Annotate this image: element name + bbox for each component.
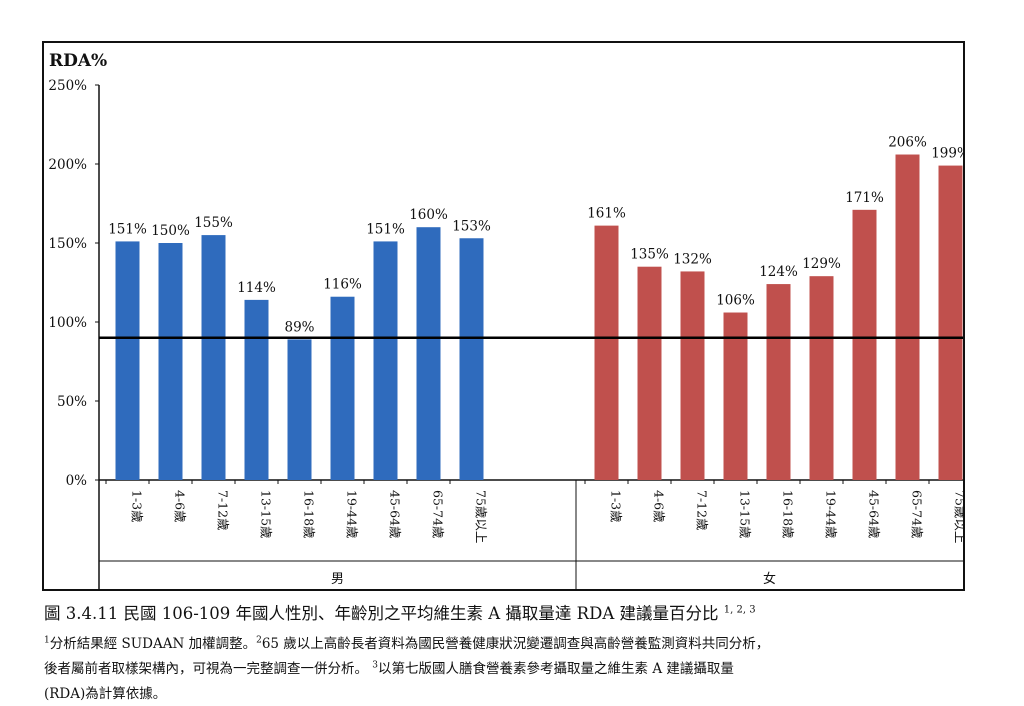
bar-data-label: 171% [845,190,884,206]
bar-女-1 [637,266,662,480]
bar-data-label: 155% [194,215,233,231]
bar-男-8 [459,238,484,480]
bar-男-1 [158,243,183,480]
x-category-label: 75歲以上 [953,490,964,543]
footnote-line-1: 1分析結果經 SUDAAN 加權調整。265 歲以上高齡長者資料為國民營養健康狀… [44,632,770,653]
bar-男-7 [416,227,441,480]
bar-男-3 [244,299,269,480]
x-category-label: 19-44歲 [824,490,839,539]
x-category-label: 45-64歲 [867,490,882,539]
bar-data-label: 199% [931,146,963,162]
bar-data-label: 106% [716,293,755,309]
y-tick-label: 100% [48,315,87,331]
bar-男-4 [287,339,312,480]
bar-data-label: 116% [323,277,362,293]
group-label: 女 [763,571,776,587]
x-category-label: 13-15歲 [738,490,753,539]
bar-男-2 [201,235,226,480]
y-tick-label: 150% [48,236,87,252]
y-tick-label: 50% [57,394,87,410]
bar-data-label: 153% [452,218,491,234]
bar-男-6 [373,241,398,480]
footnote-2-continued: 後者屬前者取樣架構內，可視為一完整調查一併分析。 [44,661,373,677]
caption-superscript: 1, 2, 3 [723,604,756,616]
bar-女-7 [895,154,920,480]
x-category-label: 16-18歲 [302,490,317,539]
bar-data-label: 89% [284,319,314,335]
y-tick-label: 250% [48,78,87,94]
footnote-line-2: 後者屬前者取樣架構內，可視為一完整調查一併分析。 3以第七版國人膳食營養素參考攝… [44,657,734,678]
x-category-label: 45-64歲 [388,490,403,539]
bar-男-5 [330,296,355,480]
bar-女-5 [809,276,834,480]
bar-data-label: 151% [108,221,147,237]
footnote-2-text: 65 歲以上高齡長者資料為國民營養健康狀況變遷調查與高齡營養監測資料共同分析， [261,636,770,652]
bar-女-6 [852,209,877,480]
chart-svg: RDA% 0% 50% 100% 150% 200% 250% 151% 1-3歲 150% 4-6… [48,51,964,589]
footnote-3-text: 以第七版國人膳食營養素參考攝取量之維生素 A 建議攝取量 [378,661,734,677]
bar-data-label: 132% [673,251,712,267]
footnote-mark-1: 1 [44,635,50,646]
bar-data-label: 151% [366,221,405,237]
x-category-label: 1-3歲 [609,490,624,523]
figure-caption: 圖 3.4.11 民國 106-109 年國人性別、年齡別之平均維生素 A 攝取… [44,600,756,624]
x-category-label: 7-12歲 [695,490,710,531]
x-category-label: 4-6歲 [652,490,667,523]
footnote-1-text: 分析結果經 SUDAAN 加權調整。 [49,636,257,652]
bar-男-0 [115,241,140,480]
bar-data-label: 150% [151,223,190,239]
x-category-label: 7-12歲 [216,490,231,531]
x-category-label: 65-74歲 [431,490,446,539]
bar-女-0 [594,225,619,480]
bar-data-label: 124% [759,264,798,280]
bar-data-label: 160% [409,207,448,223]
y-tick-label: 0% [66,473,88,489]
x-category-label: 13-15歲 [259,490,274,539]
bar-data-label: 135% [630,247,669,263]
caption-text: 圖 3.4.11 民國 106-109 年國人性別、年齡別之平均維生素 A 攝取… [44,604,719,623]
bar-女-4 [766,284,791,480]
x-category-label: 75歲以上 [474,490,489,543]
x-category-label: 65-74歲 [910,490,925,539]
y-axis-title: RDA% [49,51,107,71]
bar-data-label: 206% [888,135,927,151]
group-label: 男 [331,572,344,587]
x-category-label: 16-18歲 [781,490,796,539]
bar-data-label: 161% [587,206,626,222]
x-category-label: 1-3歲 [130,490,145,523]
x-category-label: 19-44歲 [345,490,360,539]
footnote-3-continued: (RDA)為計算依據。 [44,686,167,702]
footnote-mark-2: 2 [256,635,262,646]
bar-女-3 [723,312,748,480]
bar-data-label: 114% [237,280,276,296]
bar-data-label: 129% [802,256,841,272]
bar-女-2 [680,271,705,480]
y-tick-label: 200% [48,157,87,173]
chart-frame: RDA% 0% 50% 100% 150% 200% 250% 151% 1-3歲 150% 4-6… [42,41,965,591]
footnote-mark-3: 3 [372,660,379,671]
x-category-label: 4-6歲 [173,490,188,523]
bar-女-8 [938,165,963,480]
footnote-line-3: (RDA)為計算依據。 [44,682,166,702]
